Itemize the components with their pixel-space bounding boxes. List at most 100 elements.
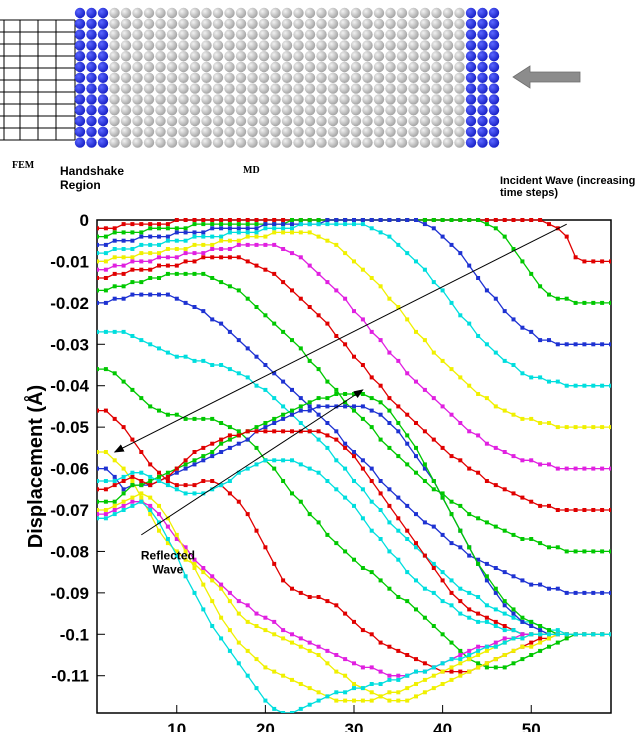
series-point — [387, 408, 392, 413]
series-point — [449, 541, 454, 546]
md-atom — [385, 29, 396, 40]
series-point — [369, 479, 374, 483]
series-point — [343, 222, 348, 227]
series-point — [573, 255, 578, 260]
handshake-atom — [477, 18, 488, 29]
handshake-atom — [488, 137, 500, 148]
series-point — [378, 230, 383, 235]
series-point — [130, 280, 135, 285]
x-tick-label: 40 — [433, 720, 452, 732]
series-point — [573, 549, 578, 554]
series-point — [502, 487, 507, 492]
md-atom — [385, 72, 396, 84]
series-point — [360, 317, 365, 322]
series-point — [157, 292, 161, 297]
series-point — [263, 425, 268, 430]
series-point — [591, 342, 596, 347]
series-point — [97, 259, 99, 264]
series-point — [405, 698, 410, 703]
series-point — [192, 218, 197, 222]
series-point — [369, 698, 374, 703]
series-point — [458, 545, 463, 550]
series-point — [414, 445, 418, 450]
series-point — [396, 528, 401, 533]
md-atom — [396, 29, 408, 40]
series-point — [227, 491, 232, 496]
series-point — [236, 371, 241, 376]
md-atom — [362, 18, 373, 29]
series-point — [263, 421, 268, 425]
series-point — [281, 329, 286, 334]
series-point — [484, 288, 489, 293]
series-point — [174, 354, 179, 359]
md-atom — [201, 83, 212, 94]
series-point — [148, 292, 153, 297]
series-point — [493, 665, 498, 670]
series-point — [157, 226, 161, 231]
series-point — [431, 479, 436, 483]
md-atom — [339, 115, 350, 127]
md-atom — [235, 105, 247, 116]
series-point — [325, 648, 330, 653]
md-atom — [258, 18, 270, 29]
series-point — [227, 433, 232, 438]
series-point — [183, 545, 188, 550]
series-point — [210, 450, 215, 454]
series-point — [97, 450, 99, 454]
md-atom — [143, 105, 155, 116]
series-point — [449, 242, 454, 247]
md-atom — [166, 61, 178, 73]
series-point — [449, 412, 454, 417]
md-atom — [212, 105, 224, 116]
series-point — [227, 628, 232, 633]
series-point — [157, 408, 161, 413]
series-point — [139, 222, 144, 227]
series-point — [387, 396, 392, 401]
series-point — [227, 425, 232, 430]
series-point — [157, 503, 161, 508]
series-point — [316, 367, 321, 372]
series-point — [502, 640, 507, 645]
series-point — [493, 404, 498, 409]
series-point — [307, 358, 312, 363]
y-tick-label: -0.03 — [50, 335, 89, 354]
md-atom — [454, 126, 465, 137]
series-point — [97, 226, 99, 231]
md-atom — [270, 94, 281, 105]
series-point — [582, 466, 587, 471]
y-tick-label: -0.11 — [51, 667, 89, 686]
series-point — [458, 669, 463, 674]
series-point — [298, 644, 303, 649]
series-point — [272, 669, 277, 674]
series-point — [157, 512, 161, 517]
series-point — [245, 346, 250, 351]
md-atom — [385, 115, 396, 127]
series-point — [387, 673, 392, 678]
y-tick-label: -0.08 — [50, 542, 89, 561]
series-point — [422, 429, 427, 434]
series-point — [520, 458, 525, 463]
series-point — [484, 644, 489, 649]
md-atom — [281, 94, 293, 105]
series-point — [547, 628, 551, 633]
handshake-atom — [465, 83, 477, 94]
series-point — [467, 615, 472, 620]
series-point — [103, 516, 108, 521]
series-point — [352, 222, 356, 227]
series-point — [334, 690, 339, 695]
series-point — [484, 441, 489, 446]
series-point — [272, 561, 277, 566]
series-point — [511, 628, 516, 633]
series-point — [272, 429, 277, 434]
series-point — [591, 383, 596, 388]
md-atom — [201, 18, 212, 29]
md-atom — [178, 126, 189, 137]
series-point — [165, 483, 170, 488]
series-point — [281, 280, 286, 285]
md-atom — [316, 40, 327, 51]
series-point — [316, 644, 321, 649]
series-point — [564, 383, 569, 388]
series-point — [422, 222, 427, 227]
series-point — [369, 276, 374, 280]
series-point — [405, 371, 410, 376]
